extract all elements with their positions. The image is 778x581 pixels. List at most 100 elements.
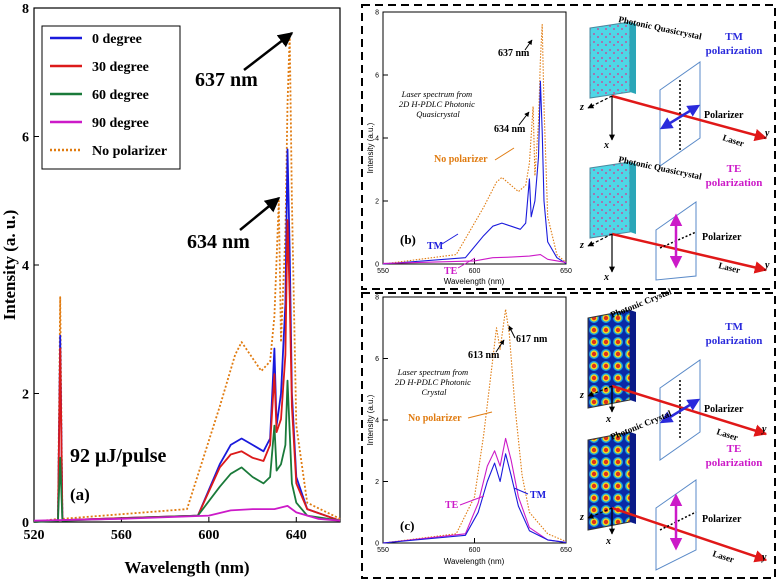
dashed-box-b <box>361 4 776 290</box>
polarization-label-c-top: TM polarization <box>706 321 763 347</box>
schematic-c-tm: Photonic Crystal x y z Polarizer Laser T… <box>579 286 768 461</box>
x-tick-label: 640 <box>286 528 307 543</box>
panel-c: 550 600 650 0 2 4 6 8 Intensity (a.u.) Waveleng… <box>361 286 776 579</box>
peak-arrow-634-b <box>518 111 530 126</box>
y-tick-label: 8 <box>375 10 379 17</box>
x-tick-label: 650 <box>560 268 572 275</box>
peak-label-634-b: 634 nm <box>494 124 526 135</box>
x-tick-label: 600 <box>198 528 219 543</box>
legend-label: 60 degree <box>92 88 149 103</box>
panel-label-b: (b) <box>400 232 416 247</box>
sample-edge <box>630 22 636 94</box>
axis-y-b-bottom: y <box>764 260 770 271</box>
peak-label-637-b: 637 nm <box>498 48 530 59</box>
axis-x-c-bottom: x <box>605 536 611 547</box>
axis-ticks-c: 550 600 650 0 2 4 6 8 <box>375 295 572 555</box>
y-tick-label: 2 <box>375 199 379 206</box>
z-axis-c-bottom <box>587 507 613 519</box>
panel-label-a: (a) <box>70 485 90 504</box>
polarization-label-b-top: TM polarization <box>706 31 763 57</box>
panel-a: 520 560 600 640 0 2 4 6 8 Intensity (a. u.) Wave… <box>0 2 341 577</box>
laser-beam-c-bottom <box>611 506 768 563</box>
peak-label-617-c: 617 nm <box>516 334 548 345</box>
legend-label: 90 degree <box>92 116 149 131</box>
axis-y-b-top: y <box>764 128 770 139</box>
legend-label: No polarizer <box>92 144 167 159</box>
peak-arrow-613-c <box>495 339 505 353</box>
x-tick-label: 600 <box>469 547 481 554</box>
x-tick-label: 560 <box>111 528 132 543</box>
no-polarizer-arrow-b <box>494 147 515 161</box>
axis-x-c-top: x <box>605 414 611 425</box>
te-arrow-c <box>459 495 485 506</box>
y-axis-label-b: Intensity (a.u.) <box>366 122 375 173</box>
te-arrow-b <box>457 257 476 269</box>
laser-beam-b-bottom <box>611 232 768 274</box>
description-c: Laser spectrum from 2D H-PDLC Photonic C… <box>395 367 473 397</box>
y-axis-label-c: Intensity (a.u.) <box>366 394 375 445</box>
y-tick-label: 8 <box>375 295 379 302</box>
y-tick-label: 0 <box>375 541 379 548</box>
sample-edge <box>630 432 636 524</box>
schematic-b-tm: Photonic Quasicrystal x y z Polarizer La… <box>579 14 770 167</box>
x-axis-label-c: Wavelength (nm) <box>444 557 505 566</box>
legend-label: 30 degree <box>92 60 149 75</box>
laser-label-b-top: Laser <box>721 132 745 148</box>
tm-polarization-arrow-icon <box>659 398 701 424</box>
axis-z-b-top: z <box>579 102 584 113</box>
description-b: Laser spectrum from 2D H-PDLC Photonic Q… <box>399 89 477 119</box>
y-axis-label-a: Intensity (a. u.) <box>0 210 19 321</box>
peak-arrow-617-c <box>508 325 516 339</box>
tm-label-c: TM <box>530 490 547 501</box>
y-tick-label: 2 <box>22 388 29 403</box>
polarizer-plane-c-bottom <box>655 479 697 571</box>
tm-arrow-c <box>513 487 529 495</box>
polarizer-plane-b-top <box>659 61 701 167</box>
series-group-c <box>382 308 567 544</box>
material-label-c-top: Photonic Crystal <box>609 286 673 320</box>
no-polarizer-label-b: No polarizer <box>434 154 488 165</box>
series-line-tm <box>382 80 567 265</box>
y-tick-label: 6 <box>375 73 379 80</box>
peak-arrow-637-b <box>524 39 533 51</box>
legend-box-a <box>41 25 181 170</box>
polarizer-plane-b-bottom <box>655 201 697 281</box>
quasicrystal-sample-icon <box>589 21 631 99</box>
dashed-box-c <box>361 292 776 579</box>
polarization-label-b-bottom: TE polarization <box>706 163 763 189</box>
dotted-horizontal-b-bottom <box>659 231 697 249</box>
x-tick-label: 550 <box>377 268 389 275</box>
tm-label-b: TM <box>427 241 444 252</box>
polarizer-label-c-top: Polarizer <box>704 404 744 415</box>
y-tick-label: 6 <box>375 356 379 363</box>
peak-label-637-a: 637 nm <box>195 69 258 91</box>
x-axis-label-a: Wavelength (nm) <box>124 558 249 577</box>
plot-frame-c <box>382 296 567 544</box>
z-axis-b-top <box>587 95 613 109</box>
y-tick-label: 8 <box>22 2 29 17</box>
legend-a: 0 degree 30 degree 60 degree 90 degree No po… <box>41 25 181 170</box>
panel-label-c: (c) <box>400 518 414 533</box>
z-axis-b-bottom <box>587 233 613 247</box>
peak-arrow-637-a <box>243 32 294 71</box>
sample-edge <box>630 310 636 402</box>
panel-b: 550 600 650 0 2 4 6 8 Intensity (a.u.) Waveleng… <box>361 4 776 290</box>
photonic-crystal-sample-icon <box>587 309 631 409</box>
polarizer-plane-c-top <box>659 359 701 461</box>
laser-label-c-bottom: Laser <box>711 548 735 564</box>
y-tick-label: 4 <box>375 136 379 143</box>
axis-z-c-top: z <box>579 390 584 401</box>
x-tick-label: 550 <box>377 547 389 554</box>
series-line-te <box>382 254 567 264</box>
peak-label-634-a: 634 nm <box>187 231 250 253</box>
series-line-tm <box>382 453 567 544</box>
y-tick-label: 4 <box>375 418 379 425</box>
y-tick-label: 6 <box>22 131 29 146</box>
polarization-label-c-bottom: TE polarization <box>706 443 763 469</box>
x-tick-label: 520 <box>24 528 45 543</box>
tm-arrow-b <box>441 233 459 245</box>
sample-edge <box>630 162 636 234</box>
quasicrystal-sample-icon <box>589 161 631 239</box>
schematic-b-te: Photonic Quasicrystal x y z Polarizer La… <box>579 154 770 283</box>
